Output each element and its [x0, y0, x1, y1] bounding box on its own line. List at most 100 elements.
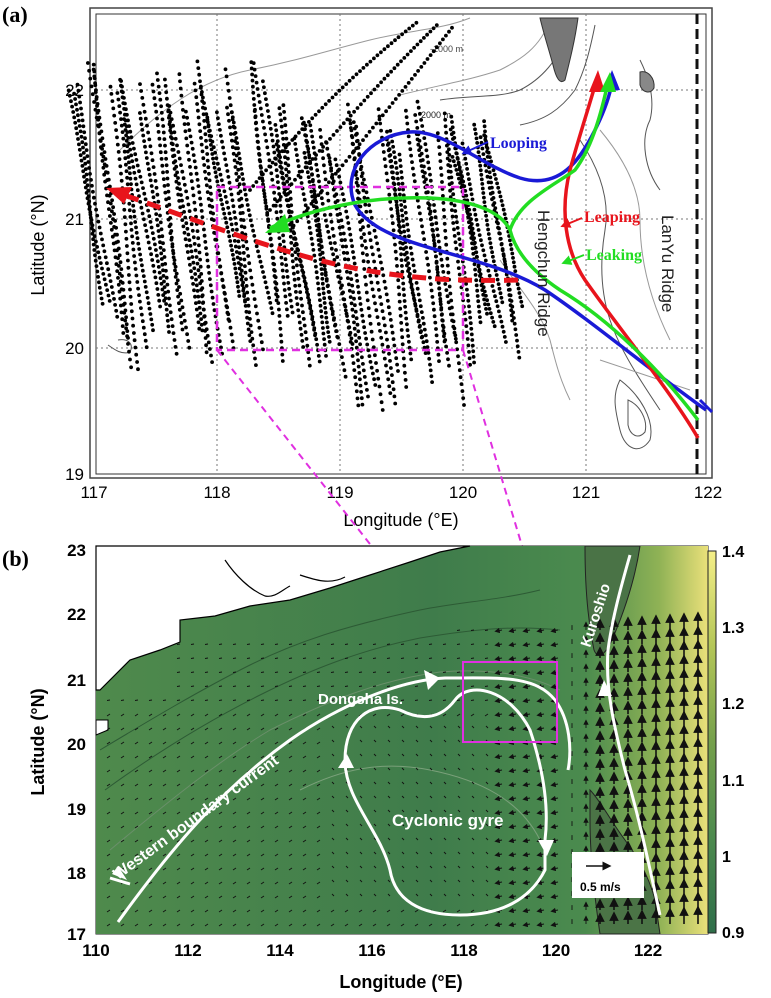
drifter-point — [91, 189, 95, 194]
drifter-point — [119, 287, 124, 292]
drifter-point — [322, 301, 327, 305]
drifter-point — [344, 311, 349, 316]
drifter-point — [341, 250, 346, 255]
velocity-vector — [232, 923, 237, 927]
drifter-point — [251, 90, 256, 95]
drifter-point — [296, 248, 300, 253]
drifter-point — [441, 270, 446, 274]
drifter-point — [201, 112, 206, 117]
drifter-point — [490, 197, 494, 202]
x-tick: 112 — [174, 941, 201, 960]
velocity-vector — [456, 923, 461, 927]
velocity-vector — [401, 851, 405, 855]
drifter-point — [181, 312, 186, 316]
drifter-point — [368, 238, 373, 243]
drifter-point — [428, 172, 432, 177]
velocity-vector — [484, 699, 489, 701]
drifter-point — [83, 136, 87, 141]
drifter-point — [236, 289, 241, 294]
velocity-vector — [550, 921, 559, 928]
drifter-point — [234, 271, 238, 275]
drifter-point — [398, 246, 403, 251]
velocity-vector — [134, 769, 139, 773]
drifter-point — [432, 203, 436, 207]
drifter-point — [237, 251, 242, 256]
velocity-vector — [494, 627, 503, 634]
velocity-vector — [162, 853, 167, 857]
drifter-point — [300, 303, 304, 308]
drifter-point — [416, 105, 421, 110]
depth-label-1000: -1000 m — [430, 44, 463, 54]
drifter-point — [354, 389, 359, 394]
drifter-point — [458, 375, 463, 380]
drifter-point — [416, 142, 421, 147]
drifter-point — [334, 92, 338, 96]
drifter-point — [139, 122, 144, 127]
drifter-point — [443, 124, 448, 129]
drifter-point — [482, 124, 487, 129]
velocity-vector — [106, 713, 111, 717]
drifter-point — [124, 315, 128, 320]
drifter-point — [309, 236, 314, 241]
drifter-point — [93, 253, 97, 258]
drifter-point — [354, 273, 359, 277]
velocity-vector — [359, 837, 363, 841]
velocity-vector — [331, 739, 335, 743]
drifter-point — [390, 221, 395, 226]
velocity-vector — [414, 671, 419, 673]
drifter-point — [337, 225, 342, 230]
drifter-point — [404, 385, 409, 389]
drifter-point — [276, 301, 281, 305]
drifter-point — [112, 113, 117, 118]
drifter-point — [476, 263, 481, 268]
drifter-point — [469, 228, 474, 233]
drifter-point — [126, 273, 131, 277]
drifter-point — [493, 294, 497, 299]
velocity-vector — [330, 671, 335, 673]
drifter-point — [363, 202, 368, 207]
drifter-point — [407, 140, 412, 145]
velocity-vector — [232, 769, 237, 773]
drifter-point — [105, 178, 110, 183]
drifter-point — [355, 139, 359, 144]
drifter-point — [110, 209, 114, 214]
velocity-vector — [288, 769, 293, 773]
drifter-point — [358, 69, 362, 73]
drifter-point — [206, 340, 211, 345]
drifter-point — [103, 255, 108, 260]
drifter-point — [111, 217, 115, 222]
drifter-point — [364, 209, 369, 214]
drifter-point — [455, 220, 459, 225]
velocity-vector — [372, 699, 377, 701]
drifter-point — [199, 142, 204, 147]
drifter-point — [197, 250, 202, 255]
drifter-point — [310, 179, 315, 184]
drifter-point — [136, 367, 140, 372]
velocity-vector — [494, 683, 503, 690]
drifter-point — [145, 234, 150, 239]
drifter-point — [465, 211, 470, 216]
drifter-point — [128, 287, 132, 292]
drifter-point — [162, 285, 167, 289]
drifter-point — [405, 222, 410, 227]
drifter-point — [94, 264, 99, 268]
drifter-point — [233, 266, 238, 271]
drifter-point — [172, 258, 177, 262]
velocity-vector — [536, 669, 545, 676]
drifter-point — [158, 150, 163, 155]
drifter-point — [194, 277, 198, 282]
drifter-point — [302, 276, 307, 280]
drifter-point — [138, 116, 143, 121]
drifter-point — [487, 236, 492, 241]
drifter-point — [113, 121, 118, 125]
drifter-point — [199, 322, 204, 327]
drifter-point — [134, 225, 138, 230]
drifter-point — [400, 335, 405, 340]
velocity-vector — [442, 909, 447, 913]
drifter-point — [318, 303, 323, 308]
velocity-vector — [429, 809, 433, 813]
drifter-point — [84, 172, 89, 177]
velocity-vector — [162, 797, 167, 801]
drifter-point — [281, 239, 286, 244]
drifter-point — [264, 204, 269, 209]
